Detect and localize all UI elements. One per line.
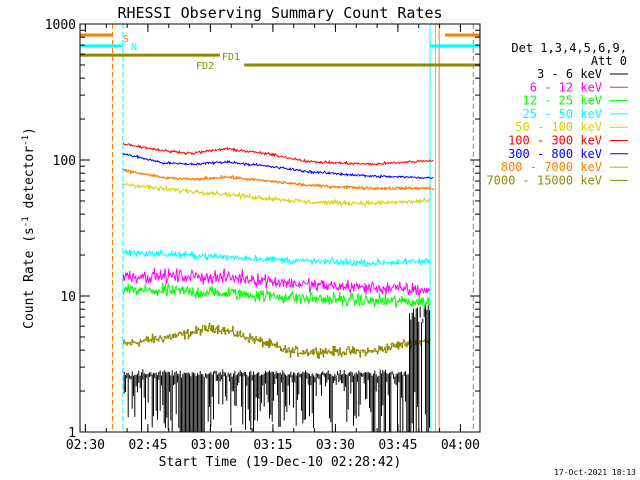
x-tick-label: 03:45 xyxy=(378,438,417,453)
chart-title: RHESSI Observing Summary Count Rates xyxy=(117,4,442,22)
series-100-300-kev xyxy=(122,142,434,167)
legend-entry-label: 12 - 25 keV xyxy=(523,94,602,108)
y-axis-label-part: detector xyxy=(22,146,37,217)
y-axis-label-exponent: -1 xyxy=(21,135,31,146)
legend-entry-label: 50 - 100 keV xyxy=(515,120,602,134)
y-tick-label: 1 xyxy=(68,426,76,441)
x-tick-label: 02:30 xyxy=(66,438,105,453)
series-300-800-kev xyxy=(122,153,434,180)
plot-area: SN FD1 FD2 xyxy=(80,24,480,432)
legend-entry-label: 300 - 800 keV xyxy=(508,147,602,161)
series-6-12-kev xyxy=(122,267,431,298)
x-tick-label: 03:00 xyxy=(191,438,230,453)
x-tick-label: 03:30 xyxy=(316,438,355,453)
generated-timestamp: 17-Oct-2021 18:13 xyxy=(554,468,636,477)
flag-label: FD2 xyxy=(196,61,214,72)
legend-header-line: Att 0 xyxy=(591,54,627,68)
flag-label: S xyxy=(123,34,129,45)
legend-entry-label: 100 - 300 keV xyxy=(508,134,602,148)
flag-label: N xyxy=(131,42,137,53)
legend-entry-label: 6 - 12 keV xyxy=(530,80,602,94)
plot-frame xyxy=(79,23,481,433)
y-axis-label-exponent: -1 xyxy=(21,216,31,227)
flag-label: FD1 xyxy=(222,52,240,63)
series-12-25-kev xyxy=(122,282,431,309)
x-tick-label: 04:00 xyxy=(441,438,480,453)
series-7000-15000-kev xyxy=(122,322,431,359)
x-axis: 02:30 02:45 03:00 03:15 03:30 03:45 04:00 xyxy=(66,24,480,453)
series-3-6-kev xyxy=(123,304,430,432)
y-tick-label: 10 xyxy=(60,290,76,305)
y-axis: 1 10 100 1000 xyxy=(45,18,480,441)
series-trace xyxy=(123,304,430,432)
legend-entry-label: 7000 - 15000 keV xyxy=(486,173,602,187)
series-25-50-kev xyxy=(122,248,431,267)
y-axis-label-part: ) xyxy=(22,127,37,135)
series-50-100-kev xyxy=(122,182,431,208)
x-tick-label: 03:15 xyxy=(253,438,292,453)
y-tick-label: 1000 xyxy=(45,18,76,33)
series-800-7000-kev xyxy=(122,168,434,191)
legend-header-line: Det 1,3,4,5,6,9, xyxy=(511,41,627,55)
legend-entry-label: 25 - 50 keV xyxy=(523,107,602,121)
legend-entry-label: 3 - 6 keV xyxy=(537,67,602,81)
x-tick-label: 02:45 xyxy=(128,438,167,453)
y-axis-label: Count Rate (s-1 detector-1) xyxy=(21,127,37,329)
y-tick-label: 100 xyxy=(53,154,76,169)
x-axis-label: Start Time (19-Dec-10 02:28:42) xyxy=(159,455,402,470)
y-axis-label-part: Count Rate (s xyxy=(22,227,37,329)
legend-entry-label: 800 - 7000 keV xyxy=(501,160,602,174)
